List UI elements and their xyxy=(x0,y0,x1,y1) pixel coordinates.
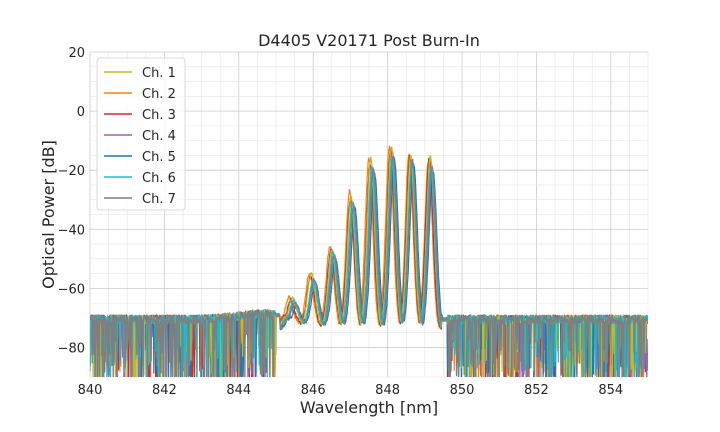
x-tick-label: 854 xyxy=(598,383,623,398)
x-tick-label: 852 xyxy=(524,383,549,398)
x-tick-label: 846 xyxy=(301,383,326,398)
y-tick-label: −80 xyxy=(58,341,85,356)
legend-label: Ch. 3 xyxy=(142,108,176,123)
x-tick-label: 842 xyxy=(152,383,177,398)
legend-label: Ch. 7 xyxy=(142,192,176,207)
legend-label: Ch. 1 xyxy=(142,66,176,81)
legend-label: Ch. 4 xyxy=(142,129,176,144)
tick-labels: 840 842 844 846 848 850 852 854 20 0 −20 −40 −60 −80 xyxy=(58,46,624,398)
x-tick-label: 848 xyxy=(375,383,400,398)
y-tick-label: −60 xyxy=(58,282,85,297)
legend-label: Ch. 2 xyxy=(142,87,176,102)
x-tick-label: 850 xyxy=(450,383,475,398)
series-lines xyxy=(90,145,648,377)
legend-label: Ch. 6 xyxy=(142,171,176,186)
legend-label: Ch. 5 xyxy=(142,150,176,165)
x-tick-label: 844 xyxy=(226,383,251,398)
series-line xyxy=(90,155,648,377)
y-tick-label: −40 xyxy=(58,223,85,238)
y-tick-label: 0 xyxy=(77,105,85,120)
y-tick-label: 20 xyxy=(68,46,85,61)
chart-title: D4405 V20171 Post Burn-In xyxy=(258,31,480,50)
y-tick-label: −20 xyxy=(58,164,85,179)
x-tick-label: 840 xyxy=(78,383,103,398)
y-axis-title: Optical Power [dB] xyxy=(39,140,58,289)
legend: Ch. 1 Ch. 2 Ch. 3 Ch. 4 Ch. 5 Ch. 6 Ch. 7 xyxy=(96,57,186,211)
x-axis-title: Wavelength [nm] xyxy=(300,398,438,417)
legend-box xyxy=(96,57,186,211)
